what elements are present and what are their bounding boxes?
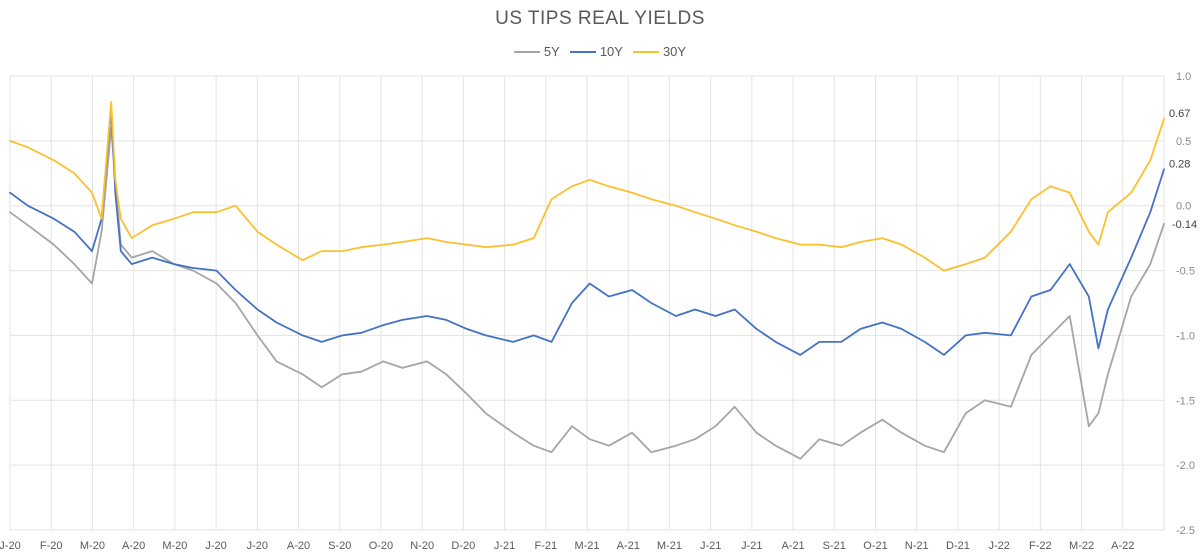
legend-item-5y[interactable]: 5Y xyxy=(513,44,560,59)
series-line-30y xyxy=(9,101,1165,272)
legend-swatch-10y xyxy=(569,50,596,53)
x-tick-label: F-20 xyxy=(40,540,63,552)
legend-label-5y: 5Y xyxy=(543,44,560,59)
x-tick-label: J-21 xyxy=(700,540,721,552)
x-tick-label: F-22 xyxy=(1029,540,1052,552)
legend-swatch-30y xyxy=(632,50,659,53)
end-label-10y: 0.28 xyxy=(1169,158,1190,170)
y-tick-label: -2.5 xyxy=(1176,525,1195,537)
y-tick-label: 0.0 xyxy=(1176,201,1191,213)
legend-label-10y: 10Y xyxy=(599,44,623,59)
y-tick-label: -1.0 xyxy=(1176,330,1195,342)
x-tick-label: A-20 xyxy=(287,540,310,552)
y-tick-label: 0.5 xyxy=(1176,136,1191,148)
x-tick-label: A-20 xyxy=(122,540,145,552)
x-tick-label: O-20 xyxy=(369,540,393,552)
x-tick-label: J-21 xyxy=(741,540,762,552)
x-tick-label: J-20 xyxy=(205,540,226,552)
x-tick-label: A-21 xyxy=(781,540,804,552)
x-tick-label: D-21 xyxy=(946,540,970,552)
y-tick-label: -2.0 xyxy=(1176,460,1195,472)
y-tick-label: -0.5 xyxy=(1176,266,1195,278)
legend-item-10y[interactable]: 10Y xyxy=(569,44,623,59)
end-label-30y: 0.67 xyxy=(1169,108,1190,120)
end-label-5y: -0.14 xyxy=(1172,219,1197,231)
x-tick-label: M-21 xyxy=(574,540,599,552)
y-tick-label: 1.0 xyxy=(1176,71,1191,83)
legend-label-30y: 30Y xyxy=(662,44,687,59)
x-tick-label: J-22 xyxy=(988,540,1009,552)
x-tick-label: N-21 xyxy=(905,540,929,552)
series-line-5y xyxy=(9,127,1165,460)
x-tick-label: M-21 xyxy=(657,540,682,552)
series-line-10y xyxy=(9,107,1165,356)
y-tick-label: -1.5 xyxy=(1176,395,1195,407)
x-tick-label: M-20 xyxy=(162,540,187,552)
x-tick-label: M-20 xyxy=(80,540,105,552)
x-tick-label: J-20 xyxy=(0,540,21,552)
x-tick-label: N-20 xyxy=(410,540,434,552)
x-tick-label: J-21 xyxy=(494,540,515,552)
x-tick-label: O-21 xyxy=(863,540,887,552)
legend: 5Y 10Y 30Y xyxy=(0,44,1200,59)
x-tick-label: A-21 xyxy=(617,540,640,552)
x-tick-label: D-20 xyxy=(451,540,475,552)
legend-swatch-5y xyxy=(513,50,540,53)
x-tick-label: A-22 xyxy=(1111,540,1134,552)
legend-item-30y[interactable]: 30Y xyxy=(632,44,687,59)
chart-title: US TIPS REAL YIELDS xyxy=(495,8,705,29)
x-tick-label: S-21 xyxy=(823,540,846,552)
x-tick-label: S-20 xyxy=(328,540,351,552)
x-tick-label: M-22 xyxy=(1069,540,1094,552)
x-tick-label: F-21 xyxy=(534,540,557,552)
x-tick-label: J-20 xyxy=(247,540,268,552)
